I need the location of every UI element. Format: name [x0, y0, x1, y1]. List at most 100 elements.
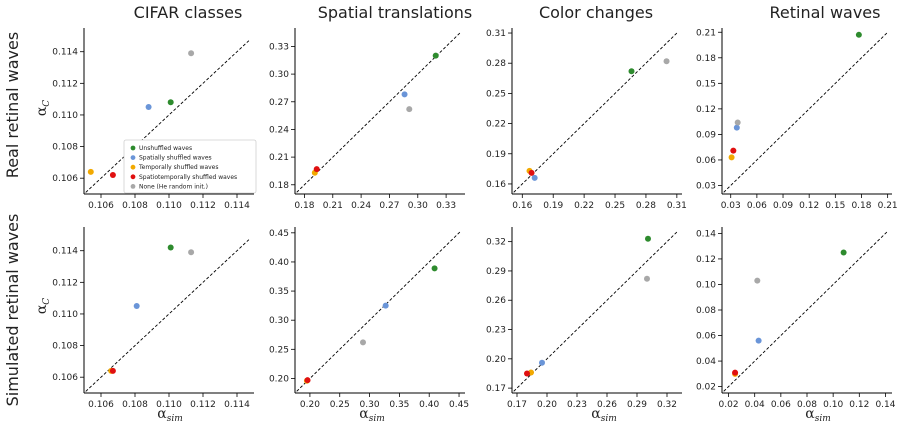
legend-label-spatiotemporally-shuffled-waves: Spatiotemporally shuffled waves	[139, 174, 237, 181]
y-tick-label: 0.19	[486, 150, 506, 160]
y-tick-label: 0.25	[269, 345, 289, 355]
x-tick-label: 0.28	[636, 201, 656, 211]
x-tick-label: 0.22	[574, 201, 594, 211]
panel-r0-c0: 0.106 0.108 0.110 0.112 0.114 0.106 0.108 0.110…	[52, 28, 254, 211]
panel-r1-c2: 0.17 0.20 0.23 0.26 0.29 0.32 0.17 0.20 0.23 0.26…	[486, 227, 682, 410]
point-none-he-random-init	[360, 339, 366, 346]
y-tick-label: 0.26	[486, 296, 506, 306]
point-spatiotemporally-shuffled-waves	[313, 166, 320, 173]
x-tick-label: 0.45	[449, 400, 469, 410]
x-tick-label: 0.108	[122, 400, 148, 410]
x-tick-label: 0.12	[799, 201, 819, 211]
x-axis-label-col2: αsim	[591, 406, 617, 424]
y-tick-label: 0.14	[696, 229, 716, 239]
y-tick-label: 0.110	[52, 310, 78, 320]
point-spatiotemporally-shuffled-waves	[109, 172, 116, 179]
y-tick-label: 0.108	[52, 342, 78, 352]
point-spatially-shuffled-waves	[755, 337, 762, 344]
x-tick-label: 0.21	[323, 201, 343, 211]
x-tick-label: 0.15	[825, 201, 845, 211]
panel-r1-c0: 0.106 0.108 0.110 0.112 0.114 0.106 0.108 0.110…	[52, 227, 254, 410]
y-tick-label: 0.23	[486, 326, 506, 336]
y-tick-label: 0.12	[696, 255, 716, 265]
panel-r1-c3: 0.02 0.04 0.06 0.08 0.10 0.12 0.14 0.02 0.04 0.06…	[696, 227, 896, 410]
y-tick-label: 0.20	[486, 355, 506, 365]
x-tick-label: 0.25	[330, 400, 350, 410]
y-tick-label: 0.06	[696, 156, 716, 166]
x-tick-label: 0.21	[878, 201, 898, 211]
x-tick-label: 0.106	[88, 201, 114, 211]
point-unshuffled-waves	[167, 244, 174, 251]
legend-label-temporally-shuffled-waves: Temporally shuffled waves	[138, 164, 219, 171]
legend-label-spatially-shuffled-waves: Spatially shuffled waves	[139, 155, 212, 162]
y-tick-label: 0.21	[696, 28, 716, 38]
point-none-he-random-init	[406, 106, 413, 113]
point-spatially-shuffled-waves	[382, 302, 389, 309]
y-tick-label: 0.22	[486, 120, 506, 130]
row-title-real: Real retinal waves	[3, 32, 22, 178]
x-tick-label: 0.08	[797, 400, 817, 410]
point-spatiotemporally-shuffled-waves	[524, 370, 530, 377]
point-spatiotemporally-shuffled-waves	[109, 367, 116, 374]
x-tick-label: 0.112	[190, 400, 216, 410]
y-tick-label: 0.03	[696, 181, 716, 191]
x-axis-label-col1: αsim	[359, 406, 385, 424]
y-tick-label: 0.02	[696, 383, 716, 393]
x-tick-label: 0.33	[436, 201, 456, 211]
point-spatially-shuffled-waves	[145, 104, 152, 111]
y-tick-label: 0.30	[269, 316, 289, 326]
y-tick-label: 0.31	[486, 29, 506, 39]
x-tick-label: 0.12	[849, 400, 869, 410]
x-tick-label: 0.06	[747, 201, 767, 211]
x-tick-label: 0.27	[379, 201, 399, 211]
identity-line	[296, 231, 461, 392]
x-tick-label: 0.108	[122, 201, 148, 211]
x-tick-label: 0.110	[156, 201, 182, 211]
y-tick-label: 0.29	[486, 267, 506, 277]
y-tick-label: 0.40	[269, 258, 289, 268]
point-none-he-random-init	[644, 275, 650, 282]
legend-marker-spatiotemporally-shuffled-waves	[130, 174, 136, 180]
x-tick-label: 0.30	[408, 201, 428, 211]
point-spatially-shuffled-waves	[531, 174, 538, 181]
identity-line	[513, 231, 678, 392]
legend-label-unshuffled-waves: Unshuffled waves	[139, 145, 192, 152]
y-tick-label: 0.106	[52, 174, 78, 184]
x-tick-label: 0.09	[773, 201, 793, 211]
x-tick-label: 0.35	[389, 400, 409, 410]
column-title-spatial: Spatial translations	[318, 3, 473, 22]
x-tick-label: 0.20	[300, 400, 320, 410]
y-tick-label: 0.45	[269, 229, 289, 239]
point-none-he-random-init	[188, 249, 195, 256]
x-tick-label: 0.30	[360, 400, 380, 410]
y-tick-label: 0.20	[269, 374, 289, 384]
x-tick-label: 0.03	[721, 201, 741, 211]
x-tick-label: 0.32	[657, 400, 677, 410]
legend-box	[123, 139, 257, 194]
y-tick-label: 0.18	[696, 54, 716, 64]
x-tick-label: 0.25	[605, 201, 625, 211]
y-tick-label: 0.106	[52, 373, 78, 383]
y-tick-label: 0.112	[52, 79, 78, 89]
x-axis-label-col0: αsim	[157, 406, 183, 424]
y-tick-label: 0.09	[696, 130, 716, 140]
column-title-retinal: Retinal waves	[770, 3, 881, 22]
legend-marker-spatially-shuffled-waves	[130, 155, 136, 161]
point-none-he-random-init	[663, 58, 670, 65]
point-unshuffled-waves	[432, 52, 439, 59]
x-tick-label: 0.114	[224, 201, 250, 211]
x-tick-label: 0.24	[351, 201, 371, 211]
x-tick-label: 0.110	[156, 400, 182, 410]
y-tick-label: 0.110	[52, 111, 78, 121]
y-tick-label: 0.17	[486, 384, 506, 394]
identity-line	[85, 239, 250, 392]
legend-marker-none-he-random-init	[130, 184, 136, 189]
x-tick-label: 0.114	[224, 400, 250, 410]
y-tick-label: 0.25	[486, 89, 506, 99]
x-tick-label: 0.19	[543, 201, 563, 211]
x-tick-label: 0.26	[597, 400, 617, 410]
y-tick-label: 0.114	[52, 48, 78, 58]
y-tick-label: 0.33	[269, 42, 289, 52]
point-spatiotemporally-shuffled-waves	[304, 377, 311, 384]
point-temporally-shuffled-waves	[87, 168, 94, 175]
